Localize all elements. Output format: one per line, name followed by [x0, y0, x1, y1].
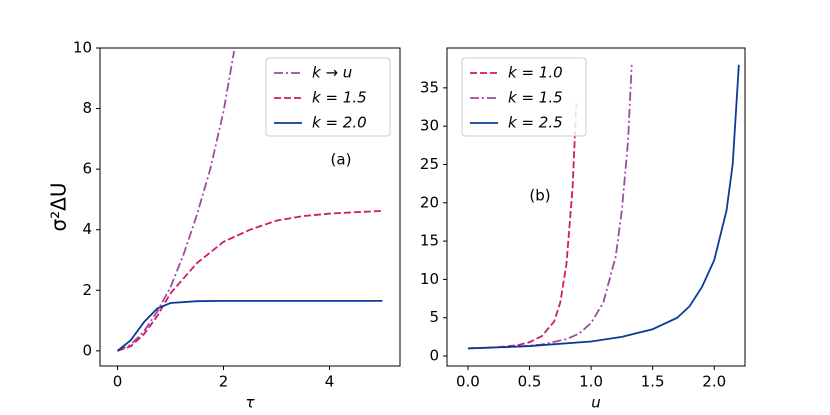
y-tick-label: 35: [420, 78, 439, 96]
x-tick-label: 0.5: [518, 373, 542, 391]
series-line: [117, 210, 383, 352]
legend-box: [461, 57, 587, 137]
series-line: [467, 103, 578, 350]
axes-frame: [446, 47, 746, 367]
y-tick-label: 0: [429, 347, 439, 365]
y-tick-label: 6: [82, 160, 92, 178]
legend: k → u k = 1.5 k = 2.0: [265, 57, 391, 137]
x-tick-label: 0.0: [456, 373, 480, 391]
y-tick-label: 20: [420, 193, 439, 211]
series-line: [116, 299, 383, 352]
y-tick-label: 5: [429, 308, 439, 326]
x-tick-label: 2: [219, 373, 229, 391]
legend-label: k → u: [312, 64, 352, 82]
x-tick-label: 1.0: [579, 373, 603, 391]
annotation: (b): [529, 187, 550, 205]
series-line: [467, 64, 740, 350]
legend-label: k = 2.0: [312, 114, 367, 132]
legend-box: [265, 57, 391, 137]
y-tick-label: 0: [82, 341, 92, 359]
y-tick-label: 30: [420, 117, 439, 135]
legend-label: k = 2.5: [508, 114, 563, 132]
y-tick-label: 2: [82, 281, 92, 299]
x-tick-label: 0: [113, 373, 123, 391]
y-tick-label: 25: [420, 155, 439, 173]
x-tick-label: 2.0: [702, 373, 726, 391]
x-axis-label: τ: [245, 394, 255, 412]
x-axis-label: u: [591, 394, 601, 412]
y-tick-label: 10: [73, 39, 92, 57]
y-tick-label: 8: [82, 99, 92, 117]
legend: k = 1.0 k = 1.5 k = 2.5: [461, 57, 587, 137]
y-axis-label: σ²ΔU: [47, 182, 71, 231]
x-tick-label: 4: [325, 373, 335, 391]
legend-label: k = 1.0: [508, 64, 563, 82]
plot-area: [467, 64, 740, 350]
y-tick-label: 10: [420, 270, 439, 288]
axes-frame: [99, 47, 401, 367]
legend-label: k = 1.5: [508, 89, 563, 107]
y-tick-label: 15: [420, 232, 439, 250]
y-tick-label: 4: [82, 220, 92, 238]
legend-label: k = 1.5: [312, 89, 367, 107]
x-tick-label: 1.5: [641, 373, 665, 391]
plot-area: [116, 50, 383, 352]
series-line: [117, 50, 235, 352]
annotation: (a): [331, 151, 352, 169]
